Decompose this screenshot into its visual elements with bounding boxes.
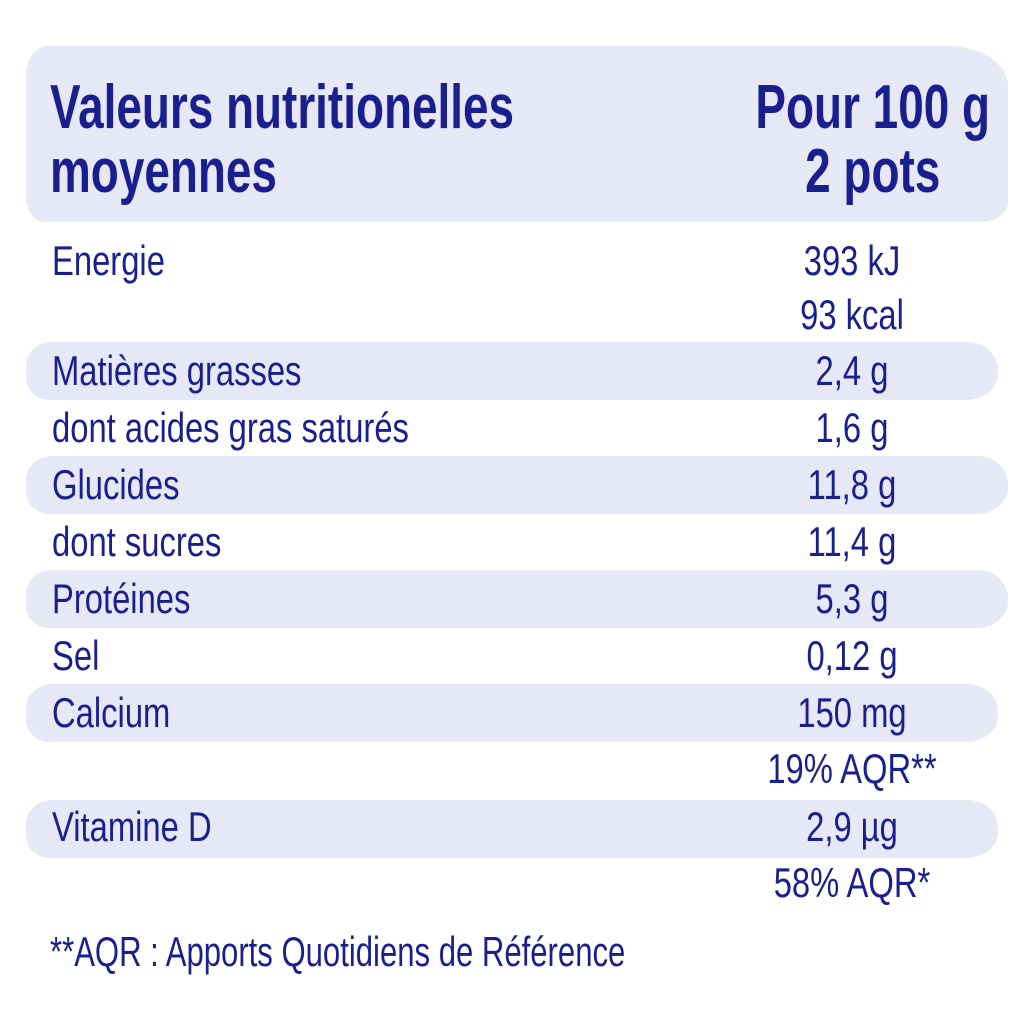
row-value-sugars: 11,4 g — [807, 518, 897, 565]
table-title: Valeurs nutritionelles moyennes — [50, 76, 514, 204]
portion-line-1: Pour 100 g — [755, 73, 990, 142]
row-value-energy-kcal: 93 kcal — [800, 291, 904, 338]
row-band-vitamin-d — [26, 800, 998, 858]
row-label-protein: Protéines — [52, 575, 191, 622]
row-label-energy: Energie — [52, 237, 165, 284]
row-label-calcium: Calcium — [52, 689, 171, 736]
row-band-protein — [26, 570, 1008, 628]
portion-heading: Pour 100 g 2 pots — [755, 76, 990, 204]
row-label-sugars: dont sucres — [52, 518, 222, 565]
row-label-vitamin-d: Vitamine D — [52, 803, 212, 850]
row-value-vitamin-d: 2,9 µg — [806, 803, 898, 850]
row-value-vitamin-d-aqr: 58% AQR* — [773, 859, 931, 906]
footnote: **AQR : Apports Quotidiens de Référence — [50, 928, 626, 975]
row-band-carbs — [26, 456, 1008, 514]
header-band — [26, 46, 1008, 222]
row-value-salt: 0,12 g — [806, 632, 898, 679]
row-band-calcium — [26, 684, 998, 742]
title-line-1: Valeurs nutritionelles — [50, 73, 515, 142]
row-label-salt: Sel — [52, 632, 100, 679]
row-value-carbs: 11,8 g — [807, 461, 897, 508]
portion-line-2: 2 pots — [805, 137, 941, 206]
row-label-saturated: dont acides gras saturés — [52, 404, 409, 451]
row-value-saturated: 1,6 g — [815, 404, 889, 451]
row-value-calcium-aqr: 19% AQR** — [767, 745, 937, 792]
row-value-fat: 2,4 g — [815, 347, 889, 394]
row-label-fat: Matières grasses — [52, 347, 302, 394]
row-value-energy-kj: 393 kJ — [803, 237, 901, 284]
row-band-fat — [26, 342, 998, 400]
title-line-2: moyennes — [50, 137, 277, 206]
row-value-protein: 5,3 g — [815, 575, 889, 622]
row-label-carbs: Glucides — [52, 461, 180, 508]
row-value-calcium: 150 mg — [797, 689, 907, 736]
